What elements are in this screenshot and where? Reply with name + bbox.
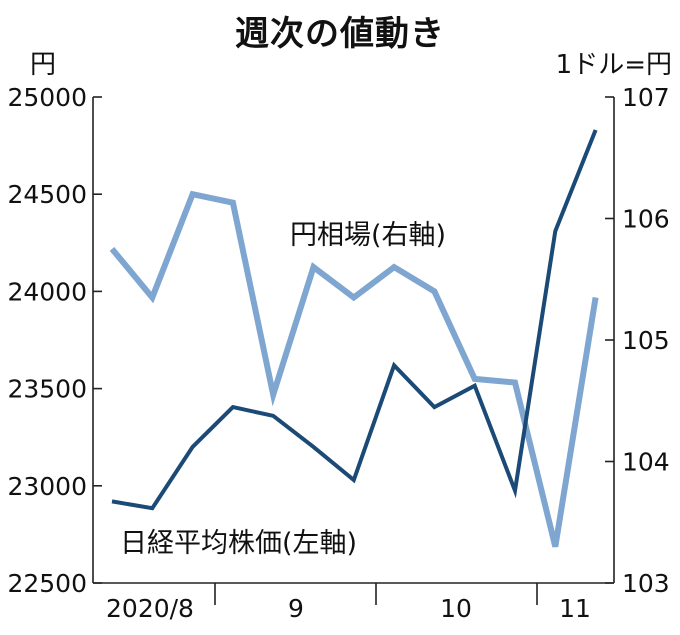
nikkei-line — [111, 129, 598, 511]
left-tick-label: 24500 — [7, 180, 87, 209]
chart-labels: 22500 23000 23500 24000 24500 25000 103 104 105 1… — [7, 83, 669, 623]
right-tick-label: 105 — [622, 326, 670, 355]
right-tick-label: 103 — [622, 569, 670, 598]
chart-title: 週次の値動き — [235, 14, 445, 54]
x-tick-label: 2020/8 — [106, 594, 194, 623]
right-tick-label: 104 — [622, 448, 670, 477]
left-tick-label: 23000 — [7, 472, 87, 501]
yen-rate-series-label: 円相場(右軸) — [290, 220, 446, 251]
left-tick-label: 25000 — [7, 83, 87, 112]
nikkei-series-label: 日経平均株価(左軸) — [120, 528, 357, 559]
right-tick-label: 107 — [622, 83, 670, 112]
x-tick-label: 10 — [440, 594, 472, 623]
right-tick-label: 106 — [622, 205, 670, 234]
x-tick-label: 9 — [288, 594, 304, 623]
chart-axes — [92, 96, 615, 605]
chart-lines — [109, 129, 599, 548]
left-tick-label: 24000 — [7, 277, 87, 306]
left-axis-unit: 円 — [30, 50, 57, 80]
left-tick-label: 22500 — [7, 569, 87, 598]
x-tick-label: 11 — [559, 594, 591, 623]
right-axis-unit: 1ドル=円 — [555, 50, 672, 80]
left-tick-label: 23500 — [7, 375, 87, 404]
